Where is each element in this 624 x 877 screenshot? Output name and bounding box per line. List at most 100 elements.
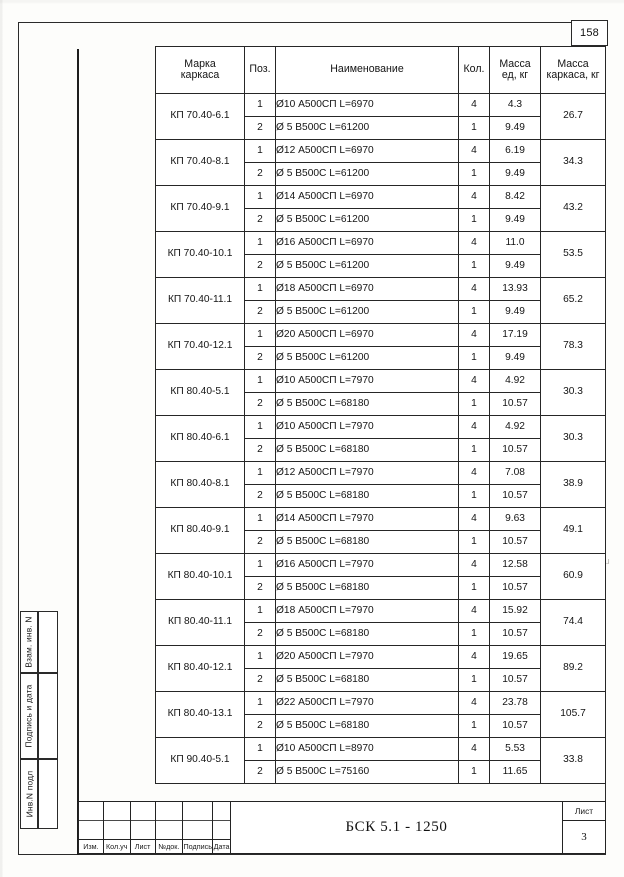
cell-name: Ø16 А500СП L=7970 <box>275 553 459 577</box>
table-row: КП 80.40-13.1 1 Ø22 А500СП L=7970 4 23.78 105… <box>155 691 606 738</box>
side-label-inv-podl-text: Инв.N подл <box>24 770 35 818</box>
table-row: КП 80.40-8.1 1 Ø12 А500СП L=7970 4 7.08 38.9 <box>155 461 606 508</box>
table-row: КП 80.40-5.1 1 Ø10 А500СП L=7970 4 4.92 30.3 <box>155 369 606 416</box>
cell-mass-unit: 17.19 <box>489 323 541 347</box>
cell-mass-unit: 10.57 <box>489 392 541 416</box>
stamp-blank-cell[interactable] <box>103 802 130 821</box>
cell-mass-unit: 9.49 <box>489 254 541 278</box>
drawing-title-cell: БСК 5.1 - 1250 <box>231 802 563 853</box>
cell-quantity: 1 <box>458 392 490 416</box>
cell-quantity: 1 <box>458 438 490 462</box>
cell-position: 1 <box>244 507 276 531</box>
cell-mass-frame: 105.7 <box>540 691 606 738</box>
cell-position: 2 <box>244 760 276 784</box>
cell-name: Ø16 А500СП L=6970 <box>275 231 459 255</box>
cell-position: 1 <box>244 139 276 163</box>
cell-quantity: 4 <box>458 277 490 301</box>
table-row: КП 90.40-5.1 1 Ø10 А500СП L=8970 4 5.53 33.8 <box>155 737 606 784</box>
cell-position: 1 <box>244 231 276 255</box>
cell-position: 1 <box>244 369 276 393</box>
table-header-row: Марка каркаса Поз. Наименование Кол. Мас… <box>155 46 606 94</box>
cell-mass-unit: 9.49 <box>489 346 541 370</box>
stamp-blank-cell[interactable] <box>103 821 130 840</box>
column-header-mark: Марка каркаса <box>155 46 245 94</box>
stamp-blank-cell[interactable] <box>130 802 155 821</box>
cell-mass-unit: 5.53 <box>489 737 541 761</box>
page-number-box: 158 <box>571 20 608 46</box>
stamp-column-label: №док. <box>158 842 180 851</box>
stamp-blank-cell[interactable] <box>155 802 183 821</box>
cell-mass-unit: 4.3 <box>489 93 541 117</box>
column-header-name: Наименование <box>275 46 459 94</box>
cell-mass-frame: 74.4 <box>540 599 606 646</box>
stamp-blank-cell[interactable] <box>213 802 231 821</box>
column-header-mass-unit-line1: Масса <box>499 57 531 70</box>
cell-position: 1 <box>244 415 276 439</box>
table-row: КП 80.40-10.1 1 Ø16 А500СП L=7970 4 12.58 60.… <box>155 553 606 600</box>
cell-name: Ø 5 В500С L=61200 <box>275 254 459 278</box>
stamp-blank-cell[interactable] <box>79 802 103 821</box>
cell-name: Ø20 А500СП L=7970 <box>275 645 459 669</box>
side-box-vzam-inv <box>38 611 58 673</box>
cell-name: Ø12 А500СП L=7970 <box>275 461 459 485</box>
specification-table: Марка каркаса Поз. Наименование Кол. Мас… <box>155 46 606 784</box>
stamp-blank-cell[interactable] <box>183 821 213 840</box>
cell-mark: КП 70.40-12.1 <box>155 323 245 370</box>
cell-mass-unit: 10.57 <box>489 714 541 738</box>
cell-quantity: 4 <box>458 553 490 577</box>
cell-mass-unit: 10.57 <box>489 484 541 508</box>
cell-quantity: 4 <box>458 323 490 347</box>
cell-mass-unit: 10.57 <box>489 438 541 462</box>
cell-mark: КП 70.40-9.1 <box>155 185 245 232</box>
cell-name: Ø 5 В500С L=68180 <box>275 392 459 416</box>
column-header-mark-line2: каркаса <box>180 69 220 81</box>
cell-name: Ø10 А500СП L=6970 <box>275 93 459 117</box>
side-label-podpis-i-data: Подпись и дата <box>20 673 38 759</box>
stamp-blank-cell[interactable] <box>79 821 103 840</box>
stamp-blank-cell[interactable] <box>183 802 213 821</box>
cell-mass-unit: 9.49 <box>489 300 541 324</box>
cell-name: Ø14 А500СП L=7970 <box>275 507 459 531</box>
specification-table-container: Марка каркаса Поз. Наименование Кол. Мас… <box>155 46 606 784</box>
cell-quantity: 1 <box>458 484 490 508</box>
cell-mark: КП 80.40-13.1 <box>155 691 245 738</box>
column-header-mass-frame: Масса каркаса, кг <box>540 46 606 94</box>
cell-quantity: 4 <box>458 185 490 209</box>
cell-mark: КП 80.40-6.1 <box>155 415 245 462</box>
cell-mass-unit: 10.57 <box>489 576 541 600</box>
cell-mass-unit: 12.58 <box>489 553 541 577</box>
cell-mark: КП 90.40-5.1 <box>155 737 245 784</box>
stamp-column-label: Изм. <box>83 842 99 851</box>
cell-mass-frame: 33.8 <box>540 737 606 784</box>
cell-quantity: 4 <box>458 645 490 669</box>
cell-mark: КП 80.40-11.1 <box>155 599 245 646</box>
cell-position: 1 <box>244 645 276 669</box>
title-block: Изм. Кол.уч Лист №док. Подпись Дата БСК 5.1 -… <box>78 801 606 854</box>
cell-mass-unit: 11.65 <box>489 760 541 784</box>
cell-name: Ø 5 В500С L=61200 <box>275 346 459 370</box>
cell-mark: КП 80.40-5.1 <box>155 369 245 416</box>
table-row: КП 70.40-12.1 1 Ø20 А500СП L=6970 4 17.19 78.… <box>155 323 606 370</box>
cell-quantity: 1 <box>458 714 490 738</box>
stamp-blank-cell[interactable] <box>130 821 155 840</box>
cell-name: Ø 5 В500С L=68180 <box>275 530 459 554</box>
cell-position: 2 <box>244 392 276 416</box>
cell-mark: КП 80.40-9.1 <box>155 507 245 554</box>
cell-name: Ø 5 В500С L=68180 <box>275 484 459 508</box>
column-header-mass-frame-line2: каркаса, кг <box>546 69 600 81</box>
stamp-column-label: Дата <box>213 842 230 851</box>
table-row: КП 80.40-6.1 1 Ø10 А500СП L=7970 4 4.92 30.3 <box>155 415 606 462</box>
stamp-blank-cell[interactable] <box>155 821 183 840</box>
cell-position: 2 <box>244 162 276 186</box>
cell-position: 2 <box>244 622 276 646</box>
cell-position: 2 <box>244 346 276 370</box>
column-header-mark-line1: Марка <box>184 57 216 70</box>
column-header-mass-frame-line1: Масса <box>557 57 589 70</box>
stamp-blank-cell[interactable] <box>213 821 231 840</box>
cell-mass-frame: 65.2 <box>540 277 606 324</box>
cell-mark: КП 80.40-10.1 <box>155 553 245 600</box>
cell-position: 2 <box>244 208 276 232</box>
